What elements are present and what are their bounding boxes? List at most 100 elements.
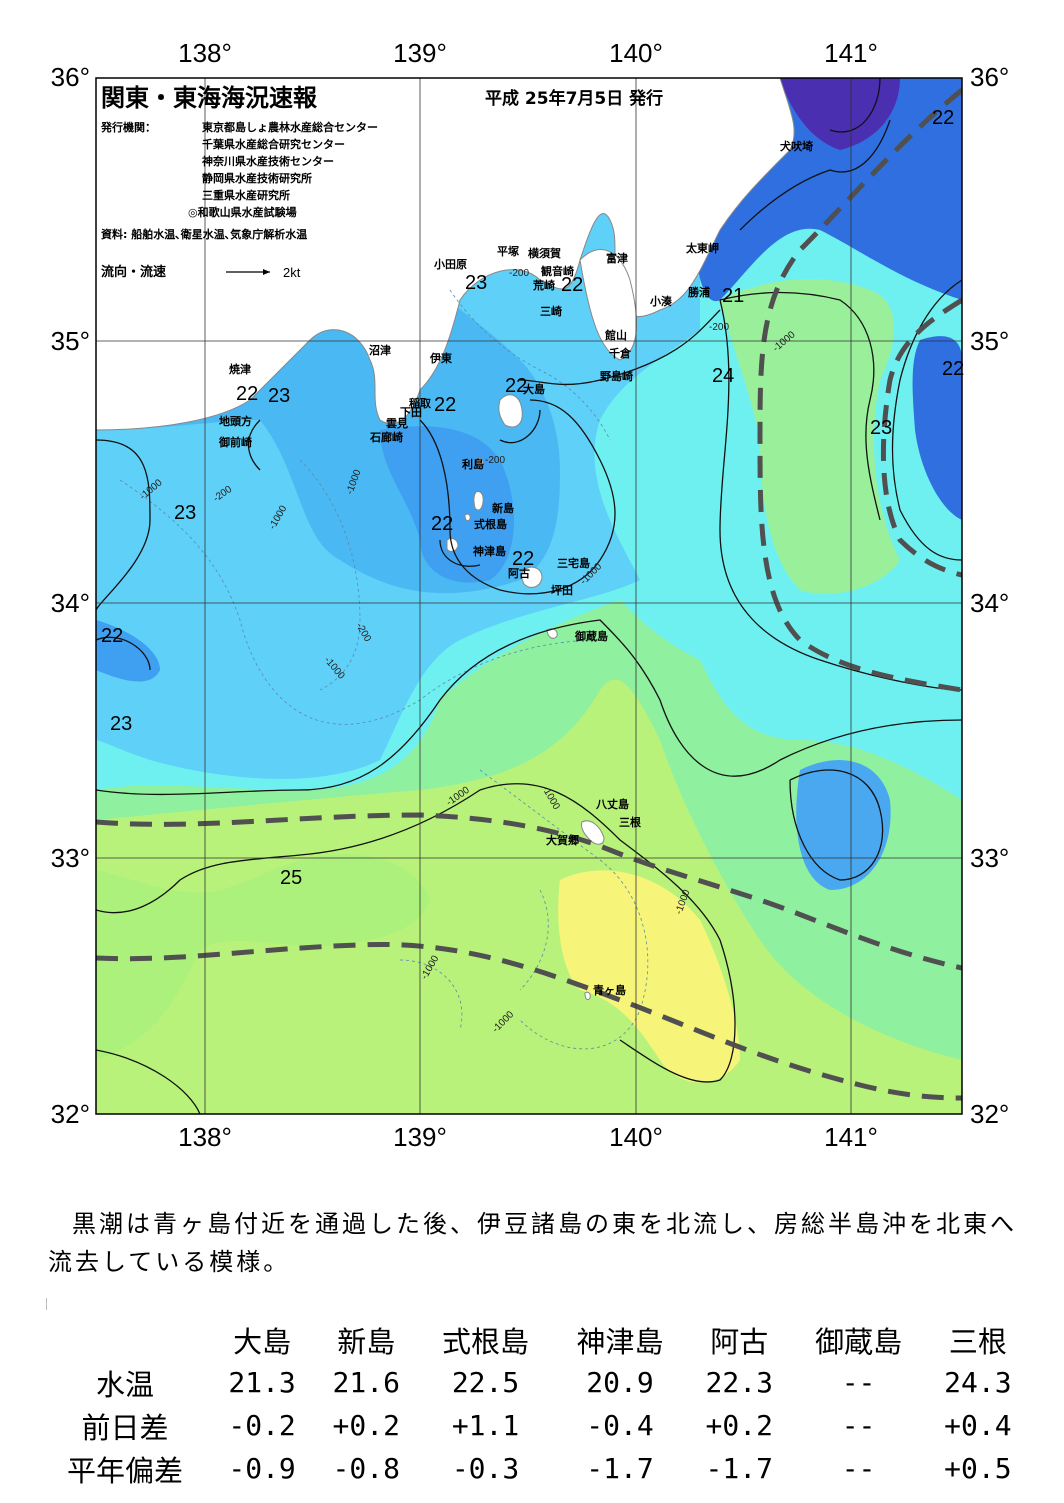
sea-fill-east-blue <box>912 336 962 520</box>
isotherm-eddy <box>789 769 884 881</box>
depth-contour <box>399 959 463 1031</box>
isotherm-24 <box>719 299 962 691</box>
isotherm-label: 22 <box>512 548 534 570</box>
issuer: 千葉県水産総合研究センター <box>202 137 345 151</box>
place-label: 御蔵島 <box>574 629 608 643</box>
isotherm-23 <box>96 619 962 796</box>
isotherm-label: 22 <box>942 358 964 380</box>
aogashima-island <box>584 991 591 1001</box>
land <box>96 78 795 1001</box>
place-label: 荒崎 <box>532 278 555 292</box>
isotherm <box>96 439 151 611</box>
table-header-row: 大島 新島 式根島 神津島 阿古 御蔵島 三根 <box>40 1318 1030 1361</box>
place-label: 雲見 <box>386 417 408 430</box>
place-label: 小田原 <box>433 257 467 271</box>
table-cell: 24.3 <box>944 1366 1012 1399</box>
depth-label: -200 <box>509 268 529 279</box>
place-label: 大賀郷 <box>546 833 579 847</box>
data-source: 資料: 船舶水温､衛星水温､気象庁解析水温 <box>101 227 307 241</box>
kuroshio-axis-south <box>96 941 962 1101</box>
place-label: 横須賀 <box>528 246 561 260</box>
table-cell: -0.2 <box>228 1409 296 1442</box>
table-cell: -1.7 <box>586 1452 654 1485</box>
toshima-island <box>475 457 484 467</box>
summary-body: 黒潮は青ヶ島付近を通過した後、伊豆諸島の東を北流し、房総半島沖を北東へ流去してい… <box>48 1210 1017 1276</box>
table-cell: -0.3 <box>451 1452 520 1485</box>
place-label: 阿古 <box>508 566 530 580</box>
place-label: 稲取 <box>409 396 431 410</box>
table-cell: 22.3 <box>705 1366 773 1399</box>
isotherm <box>439 539 481 567</box>
place-label: 大島 <box>523 382 545 396</box>
column-header: 式根島 <box>442 1324 530 1359</box>
isotherm <box>247 419 261 471</box>
legend-scale: 2kt <box>283 265 301 280</box>
issuer-label: 発行機関： <box>100 120 156 134</box>
kozushima-island <box>446 537 459 552</box>
depth-contours <box>119 289 649 1050</box>
table-corner <box>40 1318 210 1361</box>
place-label: 焼津 <box>229 362 251 376</box>
depth-contour <box>479 769 649 1050</box>
lat-label-right: 36° <box>970 62 1009 92</box>
isotherm <box>499 409 541 444</box>
isotherm <box>829 78 881 133</box>
place-label: 神津島 <box>473 544 506 558</box>
issuer: 神奈川県水産技術センター <box>202 154 334 168</box>
place-label: 千倉 <box>609 346 632 360</box>
row-label: 前日差 <box>81 1410 169 1445</box>
place-label: 三根 <box>619 815 642 829</box>
place-label: 勝浦 <box>688 285 710 299</box>
table-cell: -- <box>841 1366 876 1399</box>
isotherm-label: 22 <box>236 383 258 405</box>
table-cell: -- <box>841 1452 876 1485</box>
isotherm <box>419 399 616 595</box>
isotherm <box>891 279 962 561</box>
isotherm-25 <box>96 782 736 1083</box>
lon-label-top: 140° <box>609 38 663 68</box>
table-cell: +0.4 <box>944 1409 1012 1442</box>
honshu-land <box>96 78 795 431</box>
place-label: 館山 <box>604 328 627 342</box>
station-stats-table: 大島 新島 式根島 神津島 阿古 御蔵島 三根 水温 21.3 21.6 22.… <box>40 1318 1030 1490</box>
depth-contour <box>519 889 549 991</box>
place-label: 沼津 <box>369 343 391 357</box>
place-labels: 犬吠埼 太東岬 勝浦 小湊 富津 横須賀 平塚 小田原 観音崎 荒崎 三崎 館山… <box>218 139 813 997</box>
divider-tick <box>46 1298 47 1310</box>
lat-label-left: 36° <box>51 62 90 92</box>
map-title: 関東・東海海況速報 <box>101 84 318 112</box>
kuroshio-axis-outer <box>880 297 962 578</box>
column-header: 新島 <box>337 1324 396 1359</box>
table-cell: 21.3 <box>228 1366 296 1399</box>
axis-labels: 138° 139° 140° 141° 138° 139° 140° 141° … <box>51 38 1010 1152</box>
column-header: 神津島 <box>576 1324 664 1359</box>
place-label: 石廊崎 <box>369 430 403 444</box>
table-cell: +1.1 <box>451 1409 520 1442</box>
row-label: 水温 <box>95 1367 154 1402</box>
place-label: 小湊 <box>649 294 672 308</box>
depth-contour <box>119 479 601 725</box>
issuer: 静岡県水産技術研究所 <box>202 171 312 185</box>
table-cell: 22.5 <box>451 1366 520 1399</box>
isotherm-label: 23 <box>174 502 196 524</box>
depth-label: -200 <box>485 455 505 466</box>
lon-label-bottom: 139° <box>393 1122 447 1152</box>
lat-label-right: 32° <box>970 1099 1009 1129</box>
isotherm-label: 25 <box>280 867 302 889</box>
isotherm-label: 23 <box>268 385 290 407</box>
place-label: 青ヶ島 <box>593 983 626 997</box>
issuer: 東京都島しょ農林水産総合センター <box>202 120 378 134</box>
place-label: 太東岬 <box>685 241 719 255</box>
miyakejima-island <box>521 566 543 588</box>
map-frame <box>95 77 963 1115</box>
lon-label-bottom: 140° <box>609 1122 663 1152</box>
place-label: 新島 <box>492 501 514 515</box>
table-cell: -0.4 <box>586 1409 654 1442</box>
table-row: 平年偏差 -0.9 -0.8 -0.3 -1.7 -1.7 -- +0.5 <box>40 1447 1030 1490</box>
isotherm-label: 22 <box>101 625 123 647</box>
table-cell: -- <box>841 1409 876 1442</box>
place-label: 坪田 <box>551 584 573 597</box>
issuer: ◎和歌山県水産試験場 <box>188 205 297 219</box>
isotherms <box>96 78 962 1114</box>
place-label: 利島 <box>462 457 484 471</box>
